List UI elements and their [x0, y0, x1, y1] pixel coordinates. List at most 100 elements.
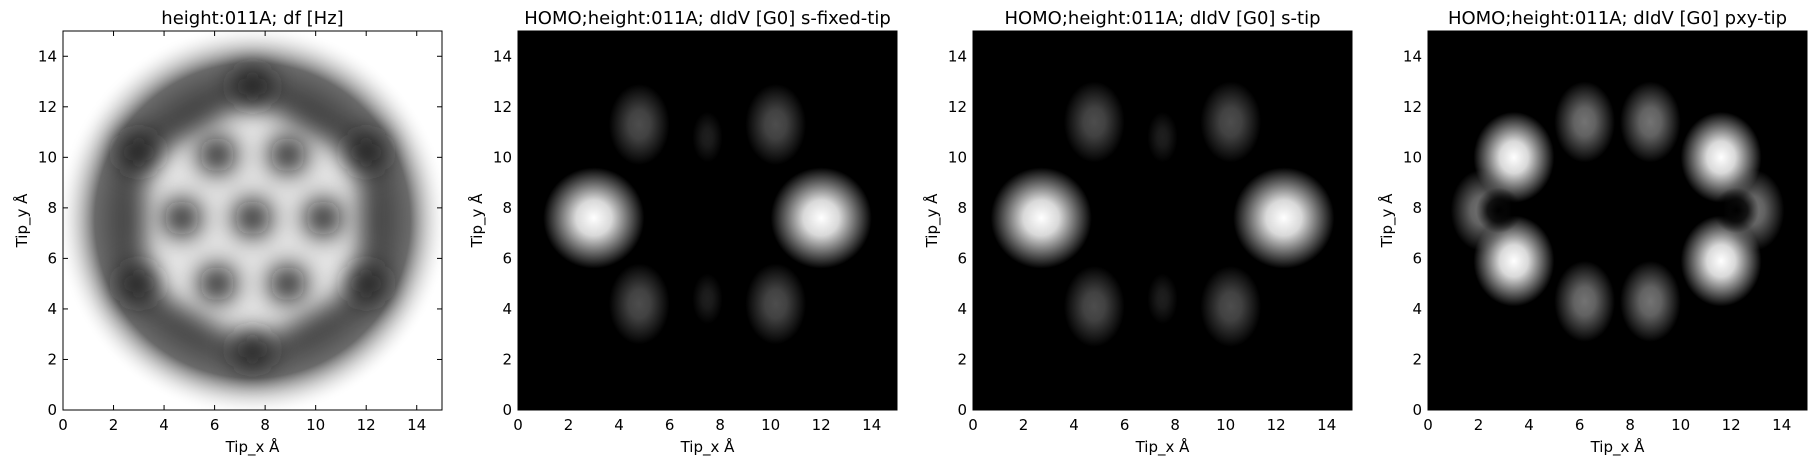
x-tick-label: 2 — [564, 416, 574, 434]
y-tick-label: 8 — [957, 199, 967, 217]
dark-spot — [119, 133, 158, 172]
x-tick-label: 8 — [715, 416, 725, 434]
y-tick-label: 10 — [948, 148, 967, 166]
x-tick-label: 10 — [1671, 416, 1690, 434]
bright-spot — [692, 111, 723, 163]
y-axis-label: Tip_y Å — [922, 193, 942, 249]
dark-spot — [233, 330, 272, 369]
x-tick-label: 12 — [812, 416, 831, 434]
plot-frame — [1427, 30, 1808, 411]
bright-spot — [1233, 167, 1335, 269]
chart-panel-3: 0 2 4 6 8 10 12 14 0 2 4 6 8 10 12 14 HOMO;height:011A; … — [922, 8, 1353, 457]
dark-spot — [269, 265, 307, 302]
chart-title: HOMO;height:011A; dIdV [G0] s-fixed-tip — [524, 8, 891, 29]
y-tick-label: 12 — [948, 98, 967, 116]
chart-title: HOMO;height:011A; dIdV [G0] pxy-tip — [1448, 8, 1787, 29]
bright-spot — [608, 263, 670, 345]
bright-spot — [770, 167, 872, 269]
y-tick-label: 6 — [502, 249, 512, 267]
dark-spot — [163, 199, 200, 237]
bright-spot — [1200, 81, 1262, 163]
plot-frame — [62, 30, 443, 411]
x-tick-label: 6 — [665, 416, 675, 434]
bright-spot — [1620, 260, 1681, 342]
y-axis-label: Tip_y Å — [12, 193, 32, 249]
bright-spot — [1200, 265, 1262, 347]
bright-spot — [543, 167, 645, 269]
bright-spot — [745, 263, 807, 345]
y-tick-label: 4 — [957, 300, 967, 318]
x-tick-label: 12 — [357, 416, 376, 434]
heatmap-image — [973, 31, 1352, 410]
y-tick-label: 0 — [1412, 401, 1422, 419]
x-tick-label: 6 — [1120, 416, 1130, 434]
x-tick-label: 0 — [513, 416, 523, 434]
x-tick-label: 0 — [58, 416, 68, 434]
y-tick-label: 2 — [957, 350, 967, 368]
heatmap-image — [63, 31, 442, 410]
y-tick-label: 0 — [957, 401, 967, 419]
x-tick-label: 10 — [306, 416, 325, 434]
bright-spot — [1063, 265, 1125, 347]
y-tick-label: 0 — [47, 401, 57, 419]
y-tick-label: 6 — [1412, 249, 1422, 267]
dark-spot — [269, 136, 307, 173]
x-tick-label: 0 — [968, 416, 978, 434]
x-tick-label: 14 — [1772, 416, 1791, 434]
x-tick-label: 2 — [1019, 416, 1029, 434]
bright-spot — [990, 167, 1092, 269]
x-tick-label: 14 — [407, 416, 426, 434]
chart-title: height:011A; df [Hz] — [161, 8, 343, 29]
x-axis-label: Tip_x Å — [1590, 437, 1646, 457]
x-tick-label: 4 — [614, 416, 624, 434]
y-tick-label: 14 — [493, 47, 512, 65]
bright-spot — [1063, 81, 1125, 163]
y-tick-label: 4 — [502, 300, 512, 318]
dark-spot — [198, 136, 236, 173]
x-tick-label: 4 — [1524, 416, 1534, 434]
y-tick-label: 8 — [47, 199, 57, 217]
heatmap-image — [518, 31, 897, 410]
y-tick-label: 10 — [1403, 148, 1422, 166]
y-tick-label: 4 — [1412, 300, 1422, 318]
x-tick-label: 8 — [260, 416, 270, 434]
dark-spot — [198, 265, 236, 302]
dark-spot — [119, 264, 158, 303]
y-tick-label: 10 — [493, 148, 512, 166]
x-tick-label: 10 — [1216, 416, 1235, 434]
x-tick-label: 8 — [1625, 416, 1635, 434]
y-tick-label: 10 — [38, 148, 57, 166]
x-axis-label: Tip_x Å — [1135, 437, 1191, 457]
dark-spot — [1713, 187, 1759, 234]
y-tick-label: 14 — [38, 47, 57, 65]
x-tick-label: 2 — [1474, 416, 1484, 434]
x-tick-label: 14 — [862, 416, 881, 434]
y-tick-label: 12 — [38, 98, 57, 116]
y-tick-label: 4 — [47, 300, 57, 318]
chart-title: HOMO;height:011A; dIdV [G0] s-tip — [1004, 8, 1320, 29]
y-tick-label: 0 — [502, 401, 512, 419]
bright-spot — [1147, 111, 1178, 163]
y-tick-label: 14 — [1403, 47, 1422, 65]
y-tick-label: 14 — [948, 47, 967, 65]
bright-spot — [1554, 81, 1615, 163]
chart-panel-1: 0 2 4 6 8 10 12 14 0 2 4 6 8 10 12 14 height:011A; df [H… — [12, 8, 443, 457]
y-axis-label: Tip_y Å — [1377, 193, 1397, 249]
y-tick-label: 2 — [47, 350, 57, 368]
y-tick-label: 8 — [1412, 199, 1422, 217]
y-tick-label: 6 — [957, 249, 967, 267]
bright-spot — [1620, 81, 1681, 163]
x-tick-label: 4 — [1069, 416, 1079, 434]
dark-spot — [347, 133, 386, 172]
chart-panel-4: 0 2 4 6 8 10 12 14 0 2 4 6 8 10 12 14 HOMO;height:011A; … — [1377, 8, 1808, 457]
bright-spot — [608, 84, 670, 165]
x-tick-label: 8 — [1170, 416, 1180, 434]
dark-spot — [305, 199, 342, 237]
x-axis-label: Tip_x Å — [225, 437, 281, 457]
x-tick-label: 14 — [1317, 416, 1336, 434]
x-tick-label: 10 — [761, 416, 780, 434]
bright-spot — [1554, 260, 1615, 342]
x-tick-label: 0 — [1423, 416, 1433, 434]
dark-spot — [234, 199, 271, 237]
